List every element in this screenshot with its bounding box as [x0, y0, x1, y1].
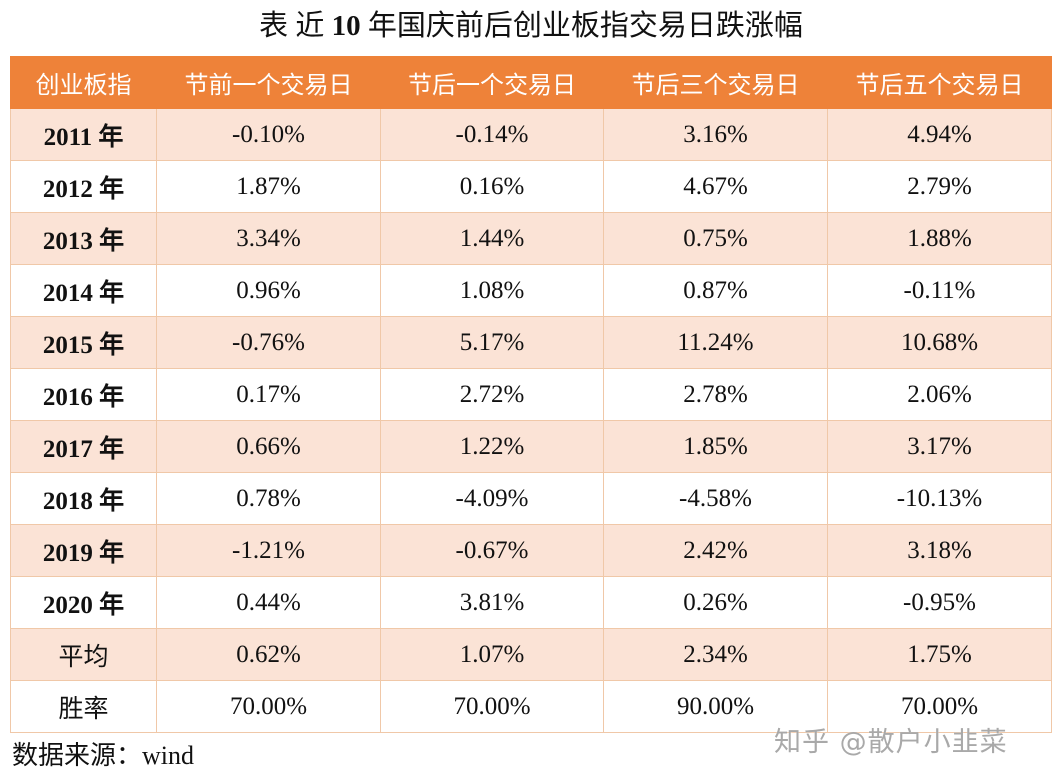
cell: -0.76% — [156, 316, 381, 369]
cell: 1.88% — [827, 212, 1052, 265]
cell: 3.18% — [827, 524, 1052, 577]
cell: 1.07% — [380, 628, 604, 681]
header-index: 创业板指 — [10, 56, 157, 109]
row-label: 2017 年 — [10, 420, 157, 473]
row-label: 胜率 — [10, 680, 157, 733]
header-pre-1d: 节前一个交易日 — [156, 56, 381, 109]
title-suffix: 年国庆前后创业板指交易日跌涨幅 — [367, 10, 803, 42]
cell: -4.09% — [380, 472, 604, 525]
cell: 3.34% — [156, 212, 381, 265]
table-row: 2016 年 0.17% 2.72% 2.78% 2.06% — [10, 368, 1052, 421]
data-source-note: 数据来源：wind — [12, 741, 195, 770]
cell: 90.00% — [603, 680, 828, 733]
row-label: 2016 年 — [10, 368, 157, 421]
cell: 4.94% — [827, 108, 1052, 161]
table-row: 2015 年 -0.76% 5.17% 11.24% 10.68% — [10, 316, 1052, 369]
header-post-1d: 节后一个交易日 — [380, 56, 604, 109]
cell: 1.75% — [827, 628, 1052, 681]
cell: 0.87% — [603, 264, 828, 317]
table-row: 2019 年 -1.21% -0.67% 2.42% 3.18% — [10, 524, 1052, 577]
cell: 0.96% — [156, 264, 381, 317]
table-row: 2012 年 1.87% 0.16% 4.67% 2.79% — [10, 160, 1052, 213]
cell: 3.17% — [827, 420, 1052, 473]
row-label: 2018 年 — [10, 472, 157, 525]
cell: 70.00% — [380, 680, 604, 733]
returns-table: 创业板指 节前一个交易日 节后一个交易日 节后三个交易日 节后五个交易日 201… — [10, 56, 1052, 733]
row-label: 2011 年 — [10, 108, 157, 161]
cell: 2.72% — [380, 368, 604, 421]
cell: 4.67% — [603, 160, 828, 213]
cell: -0.11% — [827, 264, 1052, 317]
table-row: 2011 年 -0.10% -0.14% 3.16% 4.94% — [10, 108, 1052, 161]
cell: 5.17% — [380, 316, 604, 369]
row-label: 2015 年 — [10, 316, 157, 369]
row-label: 2013 年 — [10, 212, 157, 265]
average-row: 平均 0.62% 1.07% 2.34% 1.75% — [10, 628, 1052, 681]
header-post-3d: 节后三个交易日 — [603, 56, 828, 109]
table-row: 2014 年 0.96% 1.08% 0.87% -0.11% — [10, 264, 1052, 317]
cell: 2.34% — [603, 628, 828, 681]
cell: 2.06% — [827, 368, 1052, 421]
cell: 1.08% — [380, 264, 604, 317]
cell: -0.14% — [380, 108, 604, 161]
cell: 0.66% — [156, 420, 381, 473]
row-label: 2019 年 — [10, 524, 157, 577]
table-title: 表 近 10 年国庆前后创业板指交易日跌涨幅 — [0, 6, 1062, 46]
table-row: 2020 年 0.44% 3.81% 0.26% -0.95% — [10, 576, 1052, 629]
title-prefix: 表 近 — [259, 10, 325, 42]
cell: 1.44% — [380, 212, 604, 265]
cell: 0.16% — [380, 160, 604, 213]
table-row: 2013 年 3.34% 1.44% 0.75% 1.88% — [10, 212, 1052, 265]
cell: 2.79% — [827, 160, 1052, 213]
watermark: 知乎 @散户小韭菜 — [774, 727, 1008, 758]
cell: -0.95% — [827, 576, 1052, 629]
cell: -4.58% — [603, 472, 828, 525]
cell: 0.62% — [156, 628, 381, 681]
row-label: 平均 — [10, 628, 157, 681]
cell: 0.26% — [603, 576, 828, 629]
cell: 70.00% — [827, 680, 1052, 733]
cell: 11.24% — [603, 316, 828, 369]
win-rate-row: 胜率 70.00% 70.00% 90.00% 70.00% — [10, 680, 1052, 733]
cell: 2.42% — [603, 524, 828, 577]
cell: 3.16% — [603, 108, 828, 161]
cell: 0.75% — [603, 212, 828, 265]
cell: 3.81% — [380, 576, 604, 629]
cell: 1.87% — [156, 160, 381, 213]
cell: 1.85% — [603, 420, 828, 473]
cell: 10.68% — [827, 316, 1052, 369]
cell: 1.22% — [380, 420, 604, 473]
table-row: 2018 年 0.78% -4.09% -4.58% -10.13% — [10, 472, 1052, 525]
cell: 0.17% — [156, 368, 381, 421]
header-post-5d: 节后五个交易日 — [827, 56, 1052, 109]
cell: 2.78% — [603, 368, 828, 421]
row-label: 2014 年 — [10, 264, 157, 317]
cell: 70.00% — [156, 680, 381, 733]
cell: -0.67% — [380, 524, 604, 577]
cell: -10.13% — [827, 472, 1052, 525]
cell: -1.21% — [156, 524, 381, 577]
cell: 0.78% — [156, 472, 381, 525]
row-label: 2020 年 — [10, 576, 157, 629]
header-row: 创业板指 节前一个交易日 节后一个交易日 节后三个交易日 节后五个交易日 — [10, 56, 1052, 109]
cell: -0.10% — [156, 108, 381, 161]
row-label: 2012 年 — [10, 160, 157, 213]
table-row: 2017 年 0.66% 1.22% 1.85% 3.17% — [10, 420, 1052, 473]
title-number: 10 — [331, 10, 361, 42]
cell: 0.44% — [156, 576, 381, 629]
